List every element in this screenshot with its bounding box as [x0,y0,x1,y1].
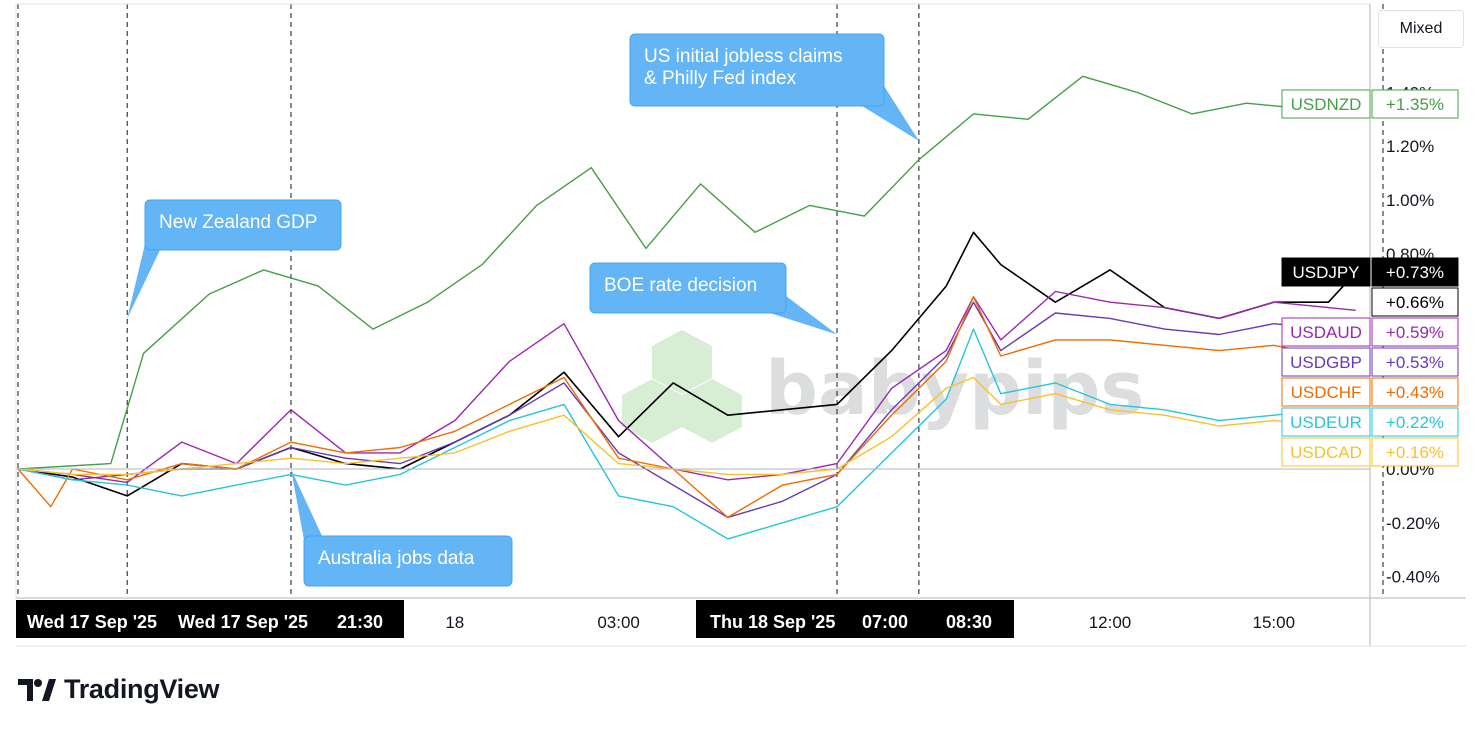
series-value-tag [1371,89,1459,119]
callout-text: & Philly Fed index [644,68,797,89]
x-highlight-label: Wed 17 Sep '25 [178,612,308,632]
callout-text: New Zealand GDP [159,212,317,233]
y-tick-label: -0.40% [1386,568,1440,587]
series-value-tag [1371,317,1459,347]
x-highlight-label: Wed 17 Sep '25 [27,612,157,632]
callout-box [589,262,787,314]
series-value-tag [1371,437,1459,467]
series-name-label: USDCHF [1291,383,1362,402]
callout-text: US initial jobless claims [644,46,843,67]
series-name-tag [1281,89,1371,119]
series-line-usdaud [17,290,1356,484]
x-highlight-label: 21:30 [337,612,383,632]
series-name-tag [1281,257,1371,287]
callout-box [303,535,513,587]
series-name-tag [1281,317,1371,347]
series-name-label: USDGBP [1290,353,1362,372]
x-tick-label: 12:00 [1089,613,1132,632]
y-tick-label: 1.20% [1386,137,1434,156]
x-highlight-box [16,600,404,638]
series-value-label: +1.35% [1386,95,1444,114]
tradingview-logo[interactable]: TradingView [18,674,220,705]
callout-box [629,33,885,107]
series-value-label: +0.59% [1386,323,1444,342]
series-value-tag [1371,257,1459,287]
series-name-tag [1281,347,1371,377]
tradingview-logo-text: TradingView [64,674,220,704]
event-callout: New Zealand GDP [127,199,342,319]
series-name-label: USDNZD [1291,95,1362,114]
x-highlight-label: 08:30 [946,612,992,632]
series-value-tag [1371,407,1459,437]
y-tick-label: -0.20% [1386,514,1440,533]
watermark-cube-icon [652,330,712,394]
babypips-watermark: babypips [622,330,1144,443]
callout-pointer [127,244,160,319]
series-value-label: +0.73% [1386,263,1444,282]
series-name-tag [1281,377,1371,407]
series-name-label: USDEUR [1290,413,1362,432]
series-name-tag [1281,437,1371,467]
watermark-cube-icon [622,379,682,443]
series-name-label: USDJPY [1292,263,1359,282]
watermark-text: babypips [765,346,1144,432]
watermark-cube-icon [682,379,742,443]
callout-box [144,199,342,251]
series-value-label: +0.16% [1386,443,1444,462]
series-value-label: +0.53% [1386,353,1444,372]
callout-pointer [770,296,837,335]
event-callout: US initial jobless claims& Philly Fed in… [629,33,919,141]
series-value-label: +0.66% [1386,293,1444,312]
series-value-label: +0.22% [1386,413,1444,432]
y-tick-label: 1.00% [1386,191,1434,210]
x-highlight-label: 07:00 [862,612,908,632]
event-callout: Australia jobs data [291,469,513,587]
x-tick-label: 15:00 [1253,613,1296,632]
series-name-tag [1281,407,1371,437]
series-value-label: +0.43% [1386,383,1444,402]
callout-pointer [291,469,322,540]
callout-text: Australia jobs data [318,548,475,569]
series-value-tag [1371,347,1459,377]
series-value-tag [1371,377,1459,407]
x-highlight-label: Thu 18 Sep '25 [710,612,835,632]
series-name-label: USDAUD [1290,323,1362,342]
series-line-usdcad [17,376,1356,476]
x-tick-label: 03:00 [597,613,640,632]
event-callout: BOE rate decision [589,262,837,335]
series-line-usdeur [17,328,1356,540]
mixed-mode-button[interactable]: Mixed [1378,10,1464,48]
x-highlight-box [696,600,1014,638]
x-tick-label: 18 [445,613,464,632]
series-name-label: USDCAD [1290,443,1362,462]
series-value-tag [1371,287,1459,317]
series-line-usdnzd [17,75,1340,470]
tradingview-logo-icon [18,678,56,701]
callout-text: BOE rate decision [604,275,757,296]
